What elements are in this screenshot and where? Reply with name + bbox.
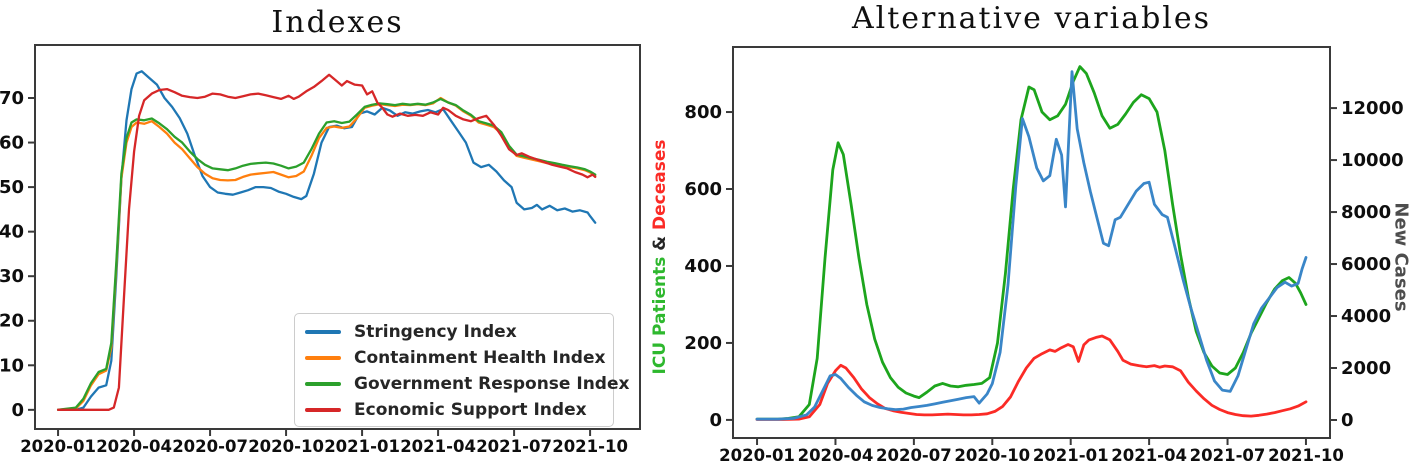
x-tick-label-alternative: 2021-01 [1033,446,1109,465]
series-deceases [755,334,1308,421]
y-tick-label-alternative: 200 [684,333,722,354]
x-tick-label-indexes: 2021-04 [400,437,476,456]
legend: Stringency Index Containment Health Index… [294,313,629,427]
y-tick-label-indexes: 10 [0,355,24,376]
y2-tick-label-alternative: 0 [1341,410,1354,431]
legend-label: Economic Support Index [354,400,587,420]
x-tick-label-indexes: 2020-01 [20,437,96,456]
left-chart-title: Indexes [271,5,404,40]
legend-line-swatch [305,356,341,360]
y-tick-label-indexes: 0 [11,400,24,421]
y-tick-label-alternative: 0 [709,410,722,431]
right-chart-left-axis-label: ICU Patients & Deceases [650,139,670,374]
y2-tick-label-alternative: 6000 [1341,254,1391,275]
y2-tick-label-alternative: 4000 [1341,306,1391,327]
legend-item-economic-support-index: Economic Support Index [305,397,613,423]
axis-label-part: & [650,229,670,257]
y-tick-label-indexes: 60 [0,133,24,154]
y2-tick-label-alternative: 12000 [1341,98,1404,119]
series-economic-support-index [56,73,597,411]
x-tick-label-alternative: 2021-04 [1111,446,1187,465]
x-tick-label-alternative: 2020-01 [719,446,795,465]
right-chart-title: Alternative variables [851,1,1212,36]
y-tick-label-indexes: 70 [0,88,24,109]
x-tick-label-indexes: 2020-10 [248,437,324,456]
y2-tick-label-alternative: 2000 [1341,358,1391,379]
plot-border-alternative [732,46,1331,439]
y-tick-label-indexes: 20 [0,311,24,332]
y-tick-label-alternative: 400 [684,256,722,277]
series-new-cases [755,70,1308,421]
y-tick-label-alternative: 800 [684,102,722,123]
y-tick-label-indexes: 40 [0,222,24,243]
y-tick-label-indexes: 30 [0,266,24,287]
x-tick-label-indexes: 2021-10 [552,437,628,456]
x-tick-label-indexes: 2020-04 [96,437,172,456]
legend-item-stringency-index: Stringency Index [305,319,613,345]
x-tick-label-alternative: 2021-07 [1190,446,1266,465]
y-tick-label-alternative: 600 [684,179,722,200]
axis-label-part: ICU Patients [650,256,670,375]
x-tick-label-indexes: 2021-01 [324,437,400,456]
legend-label: Government Response Index [354,374,630,394]
legend-line-swatch [305,382,341,386]
x-tick-label-alternative: 2021-10 [1268,446,1344,465]
x-tick-label-alternative: 2020-07 [876,446,952,465]
right-chart-right-axis-label: New Cases [1390,202,1412,312]
y-tick-label-indexes: 50 [0,177,24,198]
x-tick-label-alternative: 2020-04 [798,446,874,465]
series-icu-patients [755,65,1308,421]
axis-label-part: Deceases [650,139,670,230]
x-tick-label-alternative: 2020-10 [954,446,1030,465]
legend-label: Stringency Index [354,322,517,342]
plot-border-indexes [34,44,641,430]
y2-tick-label-alternative: 10000 [1341,150,1404,171]
x-tick-label-indexes: 2020-07 [172,437,248,456]
legend-item-government-response-index: Government Response Index [305,371,629,397]
legend-label: Containment Health Index [354,348,606,368]
y2-tick-label-alternative: 8000 [1341,202,1391,223]
legend-item-containment-health-index: Containment Health Index [305,345,613,371]
legend-line-swatch [305,408,341,412]
x-tick-label-indexes: 2021-07 [476,437,552,456]
legend-line-swatch [305,330,341,334]
series-government-response-index [56,97,597,411]
